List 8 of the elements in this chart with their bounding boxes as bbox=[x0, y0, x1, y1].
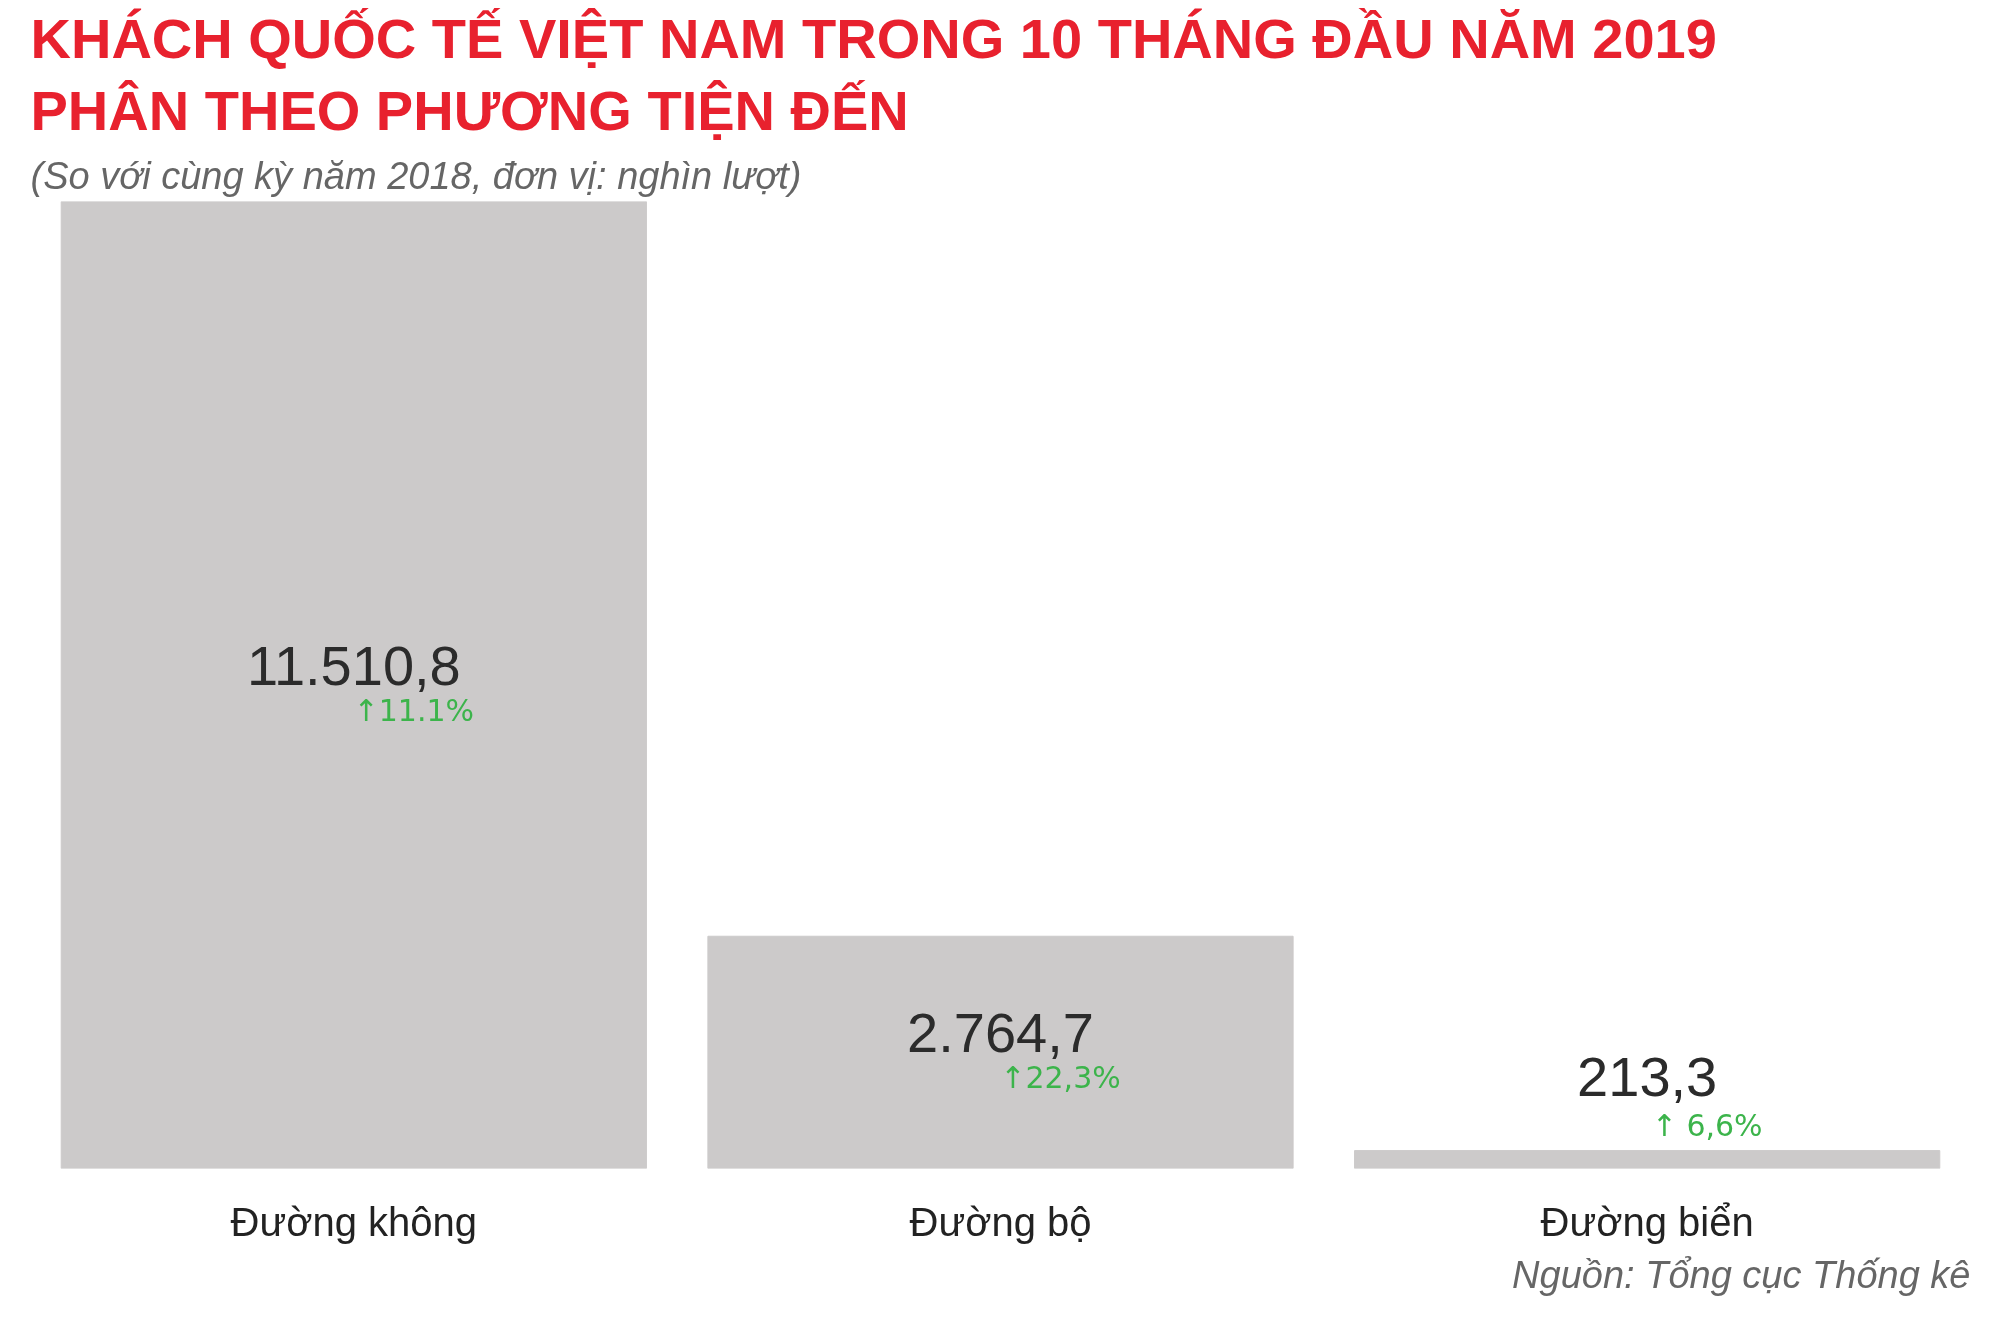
x-tick-label: Đường bộ bbox=[909, 1199, 1092, 1244]
x-tick-label: Đường không bbox=[230, 1199, 478, 1244]
annotation: ↑ 6,6% bbox=[1651, 1107, 1763, 1143]
text: Nguồn: Tổng cục Thống kê bbox=[1512, 1253, 1971, 1296]
chart-subtitle: (So với cùng kỳ năm 2018, đơn vị: nghìn lượt) bbox=[30, 154, 802, 197]
chart-title: KHÁCH QUỐC TẾ VIỆT NAM TRONG 10 THÁNG ĐẦU NĂM 2019 PHÂN THEO PHƯƠNG TIỆN ĐẾN bbox=[30, 7, 1717, 143]
data-label: 213,3 bbox=[1577, 1044, 1718, 1108]
x-tick-label: Đường biển bbox=[1540, 1199, 1754, 1244]
